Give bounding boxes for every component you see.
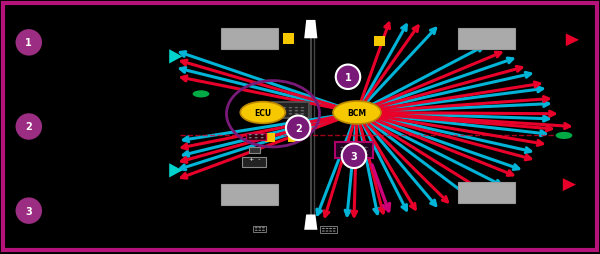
Polygon shape [304,215,317,230]
Text: ECU: ECU [254,108,271,118]
Circle shape [262,230,265,231]
Polygon shape [169,50,182,64]
Circle shape [259,227,262,229]
Text: 1: 1 [344,72,352,83]
Circle shape [333,228,336,229]
Circle shape [301,107,304,109]
Circle shape [259,230,262,231]
Circle shape [249,134,252,136]
Circle shape [329,231,332,232]
Circle shape [364,151,368,152]
Ellipse shape [336,65,360,90]
Ellipse shape [240,102,286,124]
Circle shape [277,114,280,115]
Circle shape [333,231,336,232]
FancyBboxPatch shape [221,29,277,50]
Circle shape [325,231,329,232]
FancyBboxPatch shape [221,184,277,205]
FancyBboxPatch shape [458,183,515,203]
Ellipse shape [333,102,381,124]
Circle shape [254,230,258,231]
Circle shape [249,137,252,139]
Circle shape [260,137,264,139]
Circle shape [295,110,298,112]
Circle shape [358,151,362,152]
FancyBboxPatch shape [283,34,294,44]
Circle shape [301,114,304,115]
Ellipse shape [342,144,366,168]
Text: 3: 3 [350,151,358,161]
Circle shape [340,154,344,156]
Circle shape [254,137,258,139]
Circle shape [289,107,292,109]
FancyBboxPatch shape [249,148,260,153]
Circle shape [346,147,350,149]
Text: 2: 2 [25,122,32,132]
FancyBboxPatch shape [242,157,266,168]
Circle shape [295,114,298,115]
Polygon shape [169,164,182,178]
Circle shape [283,107,286,109]
Circle shape [346,151,350,152]
FancyBboxPatch shape [374,37,385,47]
Text: 1: 1 [25,38,32,48]
Circle shape [283,114,286,115]
Polygon shape [304,21,317,39]
Ellipse shape [16,114,42,140]
Circle shape [193,91,209,98]
Circle shape [364,147,368,149]
Circle shape [289,110,292,112]
FancyBboxPatch shape [265,134,275,143]
Circle shape [277,107,280,109]
Text: BCM: BCM [347,108,367,118]
Circle shape [556,132,572,139]
Ellipse shape [286,116,310,140]
Circle shape [254,227,258,229]
Circle shape [340,147,344,149]
Circle shape [358,147,362,149]
Circle shape [283,110,286,112]
FancyBboxPatch shape [246,133,266,140]
Circle shape [262,227,265,229]
Circle shape [254,134,258,136]
Circle shape [340,151,344,152]
Text: 2: 2 [295,123,302,133]
Circle shape [295,107,298,109]
Circle shape [322,231,325,232]
Circle shape [289,114,292,115]
Circle shape [260,134,264,136]
Circle shape [364,154,368,156]
Text: +  -: + - [248,156,260,161]
FancyBboxPatch shape [272,103,309,118]
Polygon shape [566,34,579,47]
Ellipse shape [16,30,42,56]
Circle shape [358,154,362,156]
Circle shape [329,228,332,229]
Ellipse shape [16,198,42,224]
Circle shape [277,110,280,112]
Circle shape [352,154,356,156]
FancyBboxPatch shape [458,29,515,50]
FancyBboxPatch shape [335,142,373,159]
FancyBboxPatch shape [288,134,299,143]
Circle shape [352,147,356,149]
Circle shape [301,110,304,112]
FancyBboxPatch shape [273,106,284,115]
Text: 3: 3 [25,206,32,216]
Circle shape [346,154,350,156]
Circle shape [325,228,329,229]
Circle shape [352,151,356,152]
Polygon shape [563,179,576,191]
Circle shape [322,228,325,229]
